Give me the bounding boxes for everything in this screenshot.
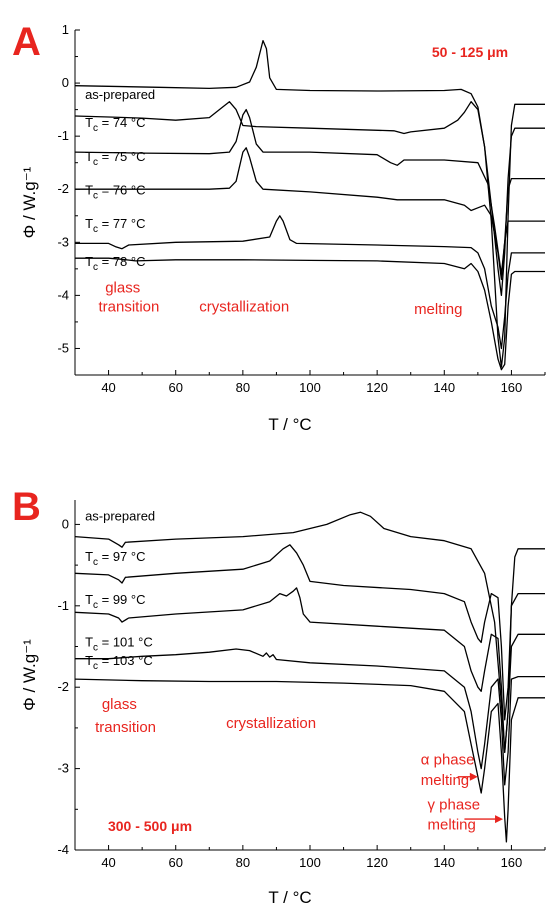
arrow-head — [495, 815, 504, 824]
tc-symbol: T — [85, 149, 93, 164]
dsc-curve-3 — [75, 587, 545, 753]
curve-label: Tc = 75 °C — [85, 149, 145, 168]
tc-subscript: c — [93, 661, 98, 672]
dsc-curve-1 — [75, 39, 545, 368]
annotation-label: transition — [95, 719, 156, 736]
dsc-curve-2 — [75, 101, 545, 297]
curve-label: Tc = 77 °C — [85, 216, 145, 235]
annotation-label: α phase — [421, 752, 475, 769]
y-axis-title: Φ / W.g⁻¹ — [20, 166, 39, 238]
size-range-label: 300 - 500 μm — [108, 818, 192, 834]
tc-symbol: T — [85, 115, 93, 130]
tc-value: = 75 °C — [98, 149, 145, 164]
tc-subscript: c — [93, 224, 98, 235]
y-tick-label: -1 — [57, 128, 69, 143]
dsc-curve-4 — [75, 147, 545, 281]
x-tick-label: 60 — [168, 380, 182, 395]
x-tick-label: 140 — [433, 855, 455, 870]
curve-label: as-prepared — [85, 508, 155, 523]
dsc-curve-4 — [75, 648, 545, 786]
annotation-label: melting — [428, 817, 476, 834]
panel-b: B 300 - 500 μm 40 60 80 100 120 140 160 0 -1 -2 -3 -4… — [12, 485, 546, 907]
y-tick-label: 0 — [62, 75, 69, 90]
x-tick-label: 100 — [299, 380, 321, 395]
y-tick-label: -1 — [57, 598, 69, 613]
panel-letter: A — [12, 20, 41, 64]
x-axis-title: T / °C — [268, 888, 311, 907]
tc-value: = 76 °C — [98, 183, 145, 198]
dsc-curve-5 — [75, 215, 545, 350]
annotation-label: transition — [99, 298, 160, 315]
x-tick-label: 120 — [366, 380, 388, 395]
panel-a: A 50 - 125 μm 40 60 80 100 120 140 160 1 0 -1 -2 -3 -4… — [12, 20, 546, 434]
tc-symbol: T — [85, 216, 93, 231]
tc-value: = 74 °C — [98, 115, 145, 130]
x-axis-title: T / °C — [268, 415, 311, 434]
x-tick-label: 140 — [433, 380, 455, 395]
y-tick-label: -4 — [57, 842, 69, 857]
x-tick-label: 40 — [101, 855, 115, 870]
curve-label: Tc = 101 °C — [85, 635, 153, 654]
tc-subscript: c — [93, 191, 98, 202]
x-tick-label: 120 — [366, 855, 388, 870]
size-range-label: 50 - 125 μm — [432, 44, 508, 60]
tc-symbol: T — [85, 183, 93, 198]
y-tick-label: 0 — [62, 516, 69, 531]
tc-symbol: T — [85, 635, 93, 650]
y-tick-label: -3 — [57, 234, 69, 249]
tc-subscript: c — [93, 123, 98, 134]
tc-value: = 78 °C — [98, 254, 145, 269]
curve-label: Tc = 76 °C — [85, 183, 145, 202]
x-tick-label: 80 — [236, 380, 250, 395]
annotation-label: crystallization — [226, 715, 316, 732]
annotation-label: crystallization — [199, 298, 289, 315]
x-tick-label: 100 — [299, 855, 321, 870]
x-tick-label: 160 — [501, 380, 523, 395]
annotation-label: melting — [421, 772, 469, 789]
curve-label: Tc = 74 °C — [85, 115, 145, 134]
x-tick-label: 80 — [236, 855, 250, 870]
tc-subscript: c — [93, 157, 98, 168]
panel-letter: B — [12, 485, 41, 529]
y-tick-label: -4 — [57, 287, 69, 302]
curve-label: Tc = 103 °C — [85, 653, 153, 672]
x-tick-label: 160 — [501, 855, 523, 870]
curve-label: Tc = 78 °C — [85, 254, 145, 273]
dsc-curve-6 — [75, 257, 545, 371]
tc-value: = 77 °C — [98, 216, 145, 231]
y-tick-label: 1 — [62, 22, 69, 37]
curve-label: Tc = 99 °C — [85, 592, 145, 611]
dsc-curve-5 — [75, 678, 545, 843]
annotation-label: glass — [105, 280, 140, 297]
curve-label: as-prepared — [85, 87, 155, 102]
tc-symbol: T — [85, 592, 93, 607]
x-tick-label: 40 — [101, 380, 115, 395]
tc-subscript: c — [93, 262, 98, 273]
x-tick-label: 60 — [168, 855, 182, 870]
tc-value: = 103 °C — [98, 653, 153, 668]
y-axis-title: Φ / W.g⁻¹ — [20, 639, 39, 711]
tc-symbol: T — [85, 653, 93, 668]
curve-label: Tc = 97 °C — [85, 549, 145, 568]
tc-subscript: c — [93, 643, 98, 654]
y-tick-label: -5 — [57, 340, 69, 355]
y-tick-label: -3 — [57, 761, 69, 776]
tc-value: = 99 °C — [98, 592, 145, 607]
annotation-label: glass — [102, 696, 137, 713]
tc-subscript: c — [93, 557, 98, 568]
tc-value: = 97 °C — [98, 549, 145, 564]
tc-symbol: T — [85, 549, 93, 564]
tc-value: = 101 °C — [98, 635, 153, 650]
annotation-label: melting — [414, 301, 462, 318]
dsc-curve-2 — [75, 544, 545, 721]
tc-subscript: c — [93, 600, 98, 611]
y-tick-label: -2 — [57, 679, 69, 694]
y-tick-label: -2 — [57, 181, 69, 196]
tc-symbol: T — [85, 254, 93, 269]
arrow-head — [469, 772, 478, 781]
annotation-label: γ phase — [428, 796, 481, 813]
